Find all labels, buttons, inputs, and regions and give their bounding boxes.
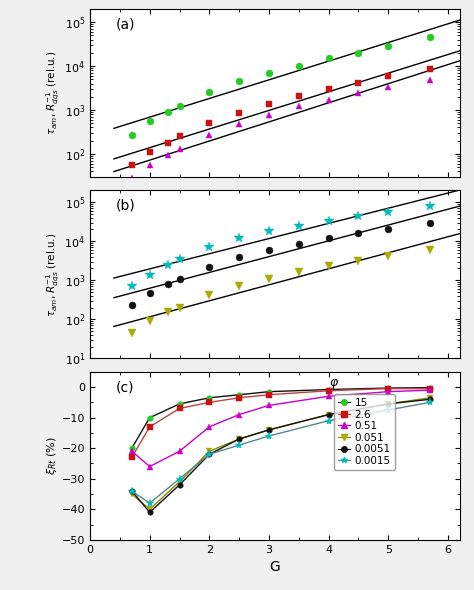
Text: (a): (a) [116,17,136,31]
Y-axis label: $\tau_{am}$, $R^{-1}_{dqs}$ (rel.u.): $\tau_{am}$, $R^{-1}_{dqs}$ (rel.u.) [44,232,62,316]
X-axis label: G: G [270,560,280,574]
Y-axis label: $\tau_{am}$, $R^{-1}_{dqs}$ (rel.u.): $\tau_{am}$, $R^{-1}_{dqs}$ (rel.u.) [44,51,62,135]
Text: (b): (b) [116,199,136,213]
Text: $\varphi$: $\varphi$ [328,377,338,391]
Y-axis label: $\xi_{Rt}$ (%): $\xi_{Rt}$ (%) [45,437,59,476]
Text: (c): (c) [116,380,135,394]
Legend: 15, 2.6, 0.51, 0.051, 0.0051, 0.0015: 15, 2.6, 0.51, 0.051, 0.0051, 0.0015 [334,394,395,470]
